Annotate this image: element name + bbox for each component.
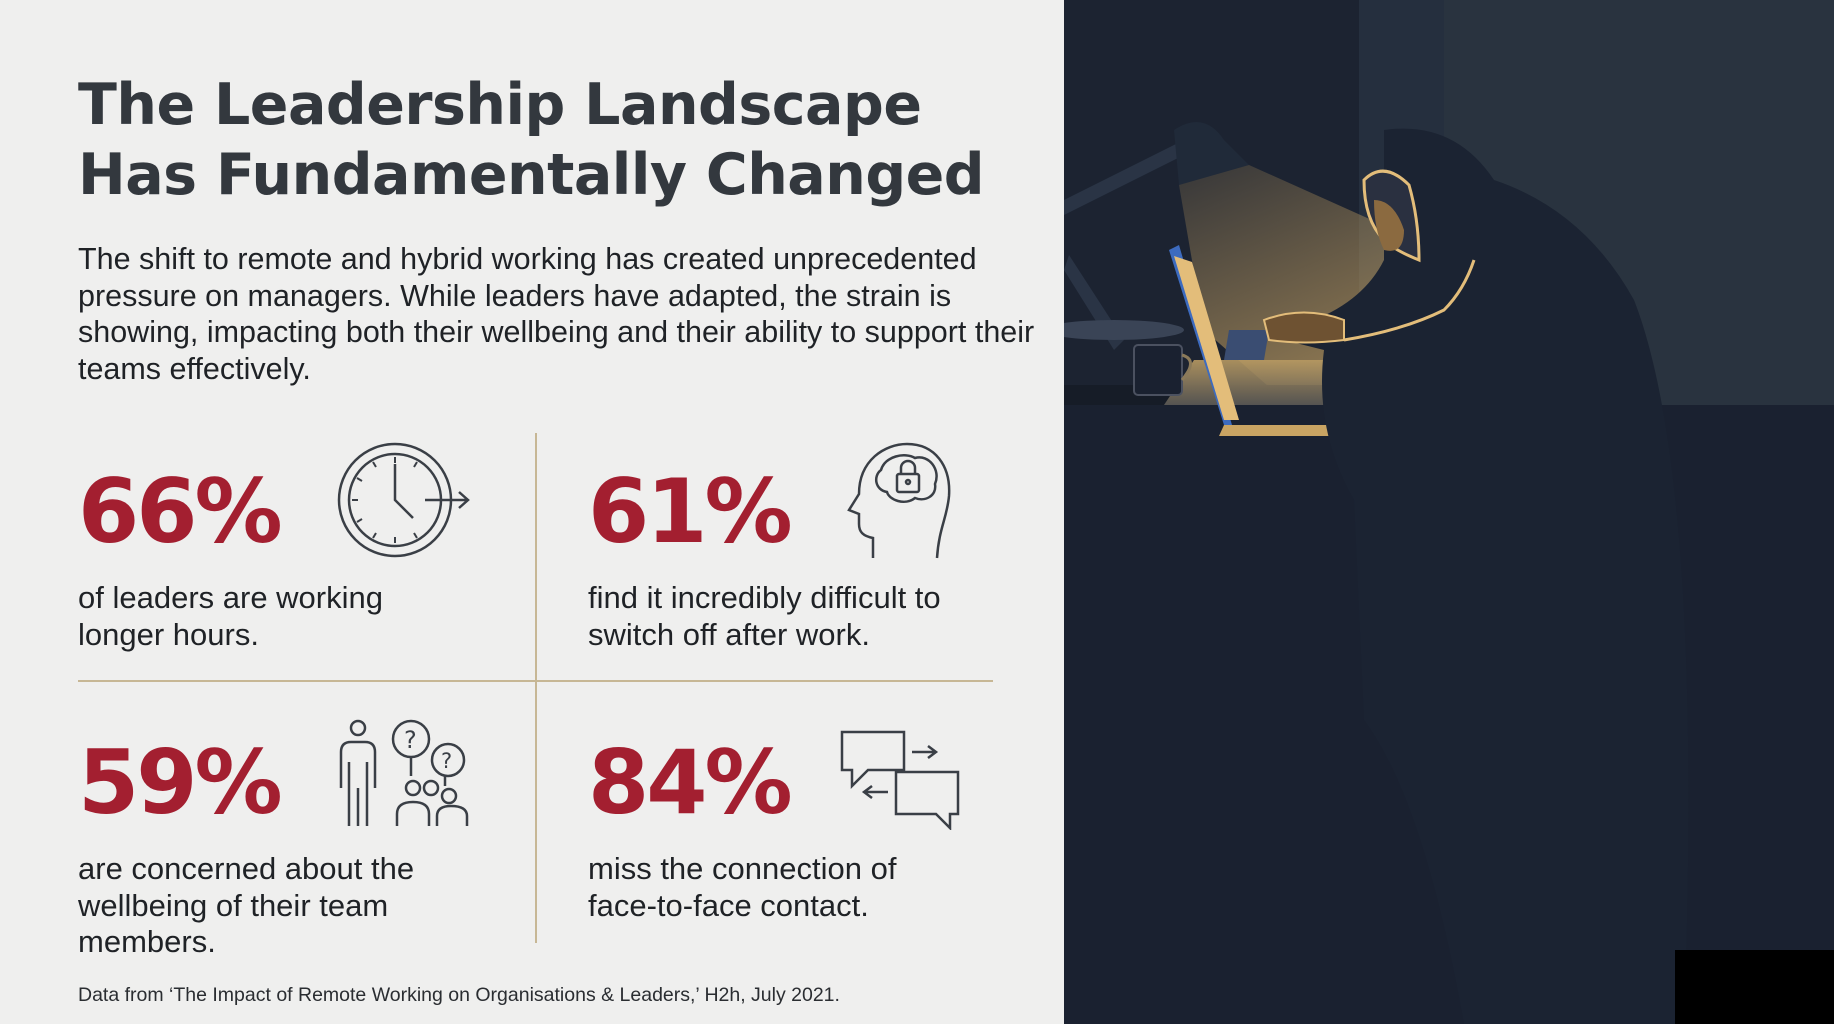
stat-value: 66%	[78, 460, 283, 563]
stat-longer-hours: 66% of leaders are working longer hours.	[78, 462, 498, 653]
late-night-worker-illustration	[1064, 0, 1834, 1024]
svg-text:?: ?	[404, 726, 417, 754]
stat-team-wellbeing: 59% are concerned about the wellbeing of…	[78, 733, 498, 961]
stat-text: of leaders are working longer hours.	[78, 580, 383, 652]
intro-paragraph: The shift to remote and hybrid working h…	[78, 242, 1035, 386]
stat-text: are concerned about the wellbeing of the…	[78, 851, 415, 959]
clock-arrow-icon	[337, 442, 470, 558]
stat-text: find it incredibly difficult to switch o…	[588, 580, 941, 652]
stat-value: 61%	[588, 460, 793, 563]
stat-switch-off: 61% find it incredibly difficult to swit…	[588, 462, 1008, 653]
svg-text:?: ?	[441, 749, 452, 773]
infographic-panel: The Leadership Landscape Has Fundamental…	[78, 72, 1035, 1006]
stat-value: 84%	[588, 731, 793, 834]
horizontal-divider	[78, 680, 993, 682]
vertical-divider	[535, 433, 537, 943]
stat-face-to-face: 84% miss the connection of face-to-face …	[588, 733, 1008, 924]
stat-value: 59%	[78, 731, 283, 834]
source-footnote: Data from ‘The Impact of Remote Working …	[78, 984, 840, 1006]
page-title: The Leadership Landscape Has Fundamental…	[78, 72, 985, 208]
person-questions-icon: ? ?	[339, 719, 469, 826]
chat-bubbles-icon	[840, 730, 960, 830]
stat-text: miss the connection of face-to-face cont…	[588, 851, 897, 923]
head-lock-icon	[847, 442, 951, 559]
